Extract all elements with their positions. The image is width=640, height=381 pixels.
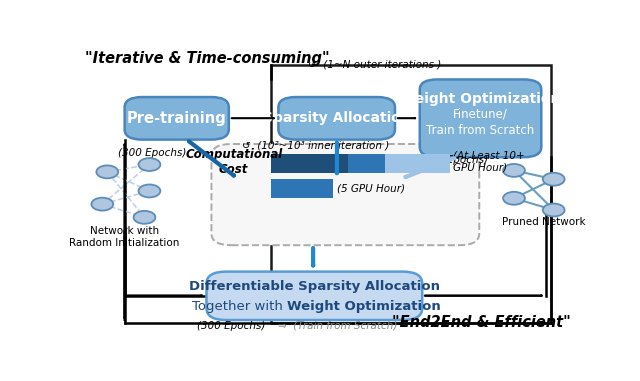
FancyBboxPatch shape [125, 97, 229, 139]
Text: Differentiable Sparsity Allocation: Differentiable Sparsity Allocation [189, 280, 440, 293]
FancyBboxPatch shape [211, 144, 479, 245]
Circle shape [92, 198, 113, 211]
Text: (300 Epochs): (300 Epochs) [197, 321, 266, 331]
Text: (At Least 10+
GPU Hour): (At Least 10+ GPU Hour) [454, 151, 525, 172]
Text: "Iterative & Time-consuming": "Iterative & Time-consuming" [85, 51, 330, 66]
Text: (5 GPU Hour): (5 GPU Hour) [337, 184, 405, 194]
Text: "End2End & Efficient": "End2End & Efficient" [392, 315, 571, 330]
Circle shape [138, 184, 161, 197]
Circle shape [134, 211, 156, 224]
Text: ⇒  (Train from Scratch): ⇒ (Train from Scratch) [278, 321, 397, 331]
FancyBboxPatch shape [278, 97, 395, 139]
Text: Weight Optimization: Weight Optimization [401, 92, 561, 106]
Text: Sparsity Allocation: Sparsity Allocation [263, 111, 410, 125]
Text: Network with
Random Initialization: Network with Random Initialization [70, 226, 180, 248]
Text: Computational
Cost: Computational Cost [185, 147, 282, 176]
Circle shape [503, 164, 525, 177]
Bar [348, 154, 385, 173]
FancyBboxPatch shape [420, 80, 541, 157]
Text: (300 Epochs): (300 Epochs) [118, 148, 186, 158]
Text: ↺  (1~N outer iterations ): ↺ (1~N outer iterations ) [308, 60, 442, 70]
Circle shape [138, 158, 161, 171]
Text: (100~200 Epochs): (100~200 Epochs) [391, 155, 488, 165]
Text: Together with: Together with [192, 300, 287, 313]
Text: Finetune/
Train from Scratch: Finetune/ Train from Scratch [426, 107, 534, 137]
Bar [385, 154, 449, 173]
Circle shape [543, 173, 564, 186]
Circle shape [503, 192, 525, 205]
Text: Weight Optimization: Weight Optimization [287, 300, 441, 313]
Text: Pre-training: Pre-training [127, 111, 227, 126]
Circle shape [97, 165, 118, 178]
Text: Pruned Network: Pruned Network [502, 217, 586, 227]
Bar [271, 179, 333, 198]
Bar [271, 154, 348, 173]
FancyBboxPatch shape [207, 272, 422, 320]
Text: ↺  (10²~10³ inner iteration ): ↺ (10²~10³ inner iteration ) [242, 141, 389, 150]
Circle shape [543, 203, 564, 216]
Bar [271, 65, 551, 323]
